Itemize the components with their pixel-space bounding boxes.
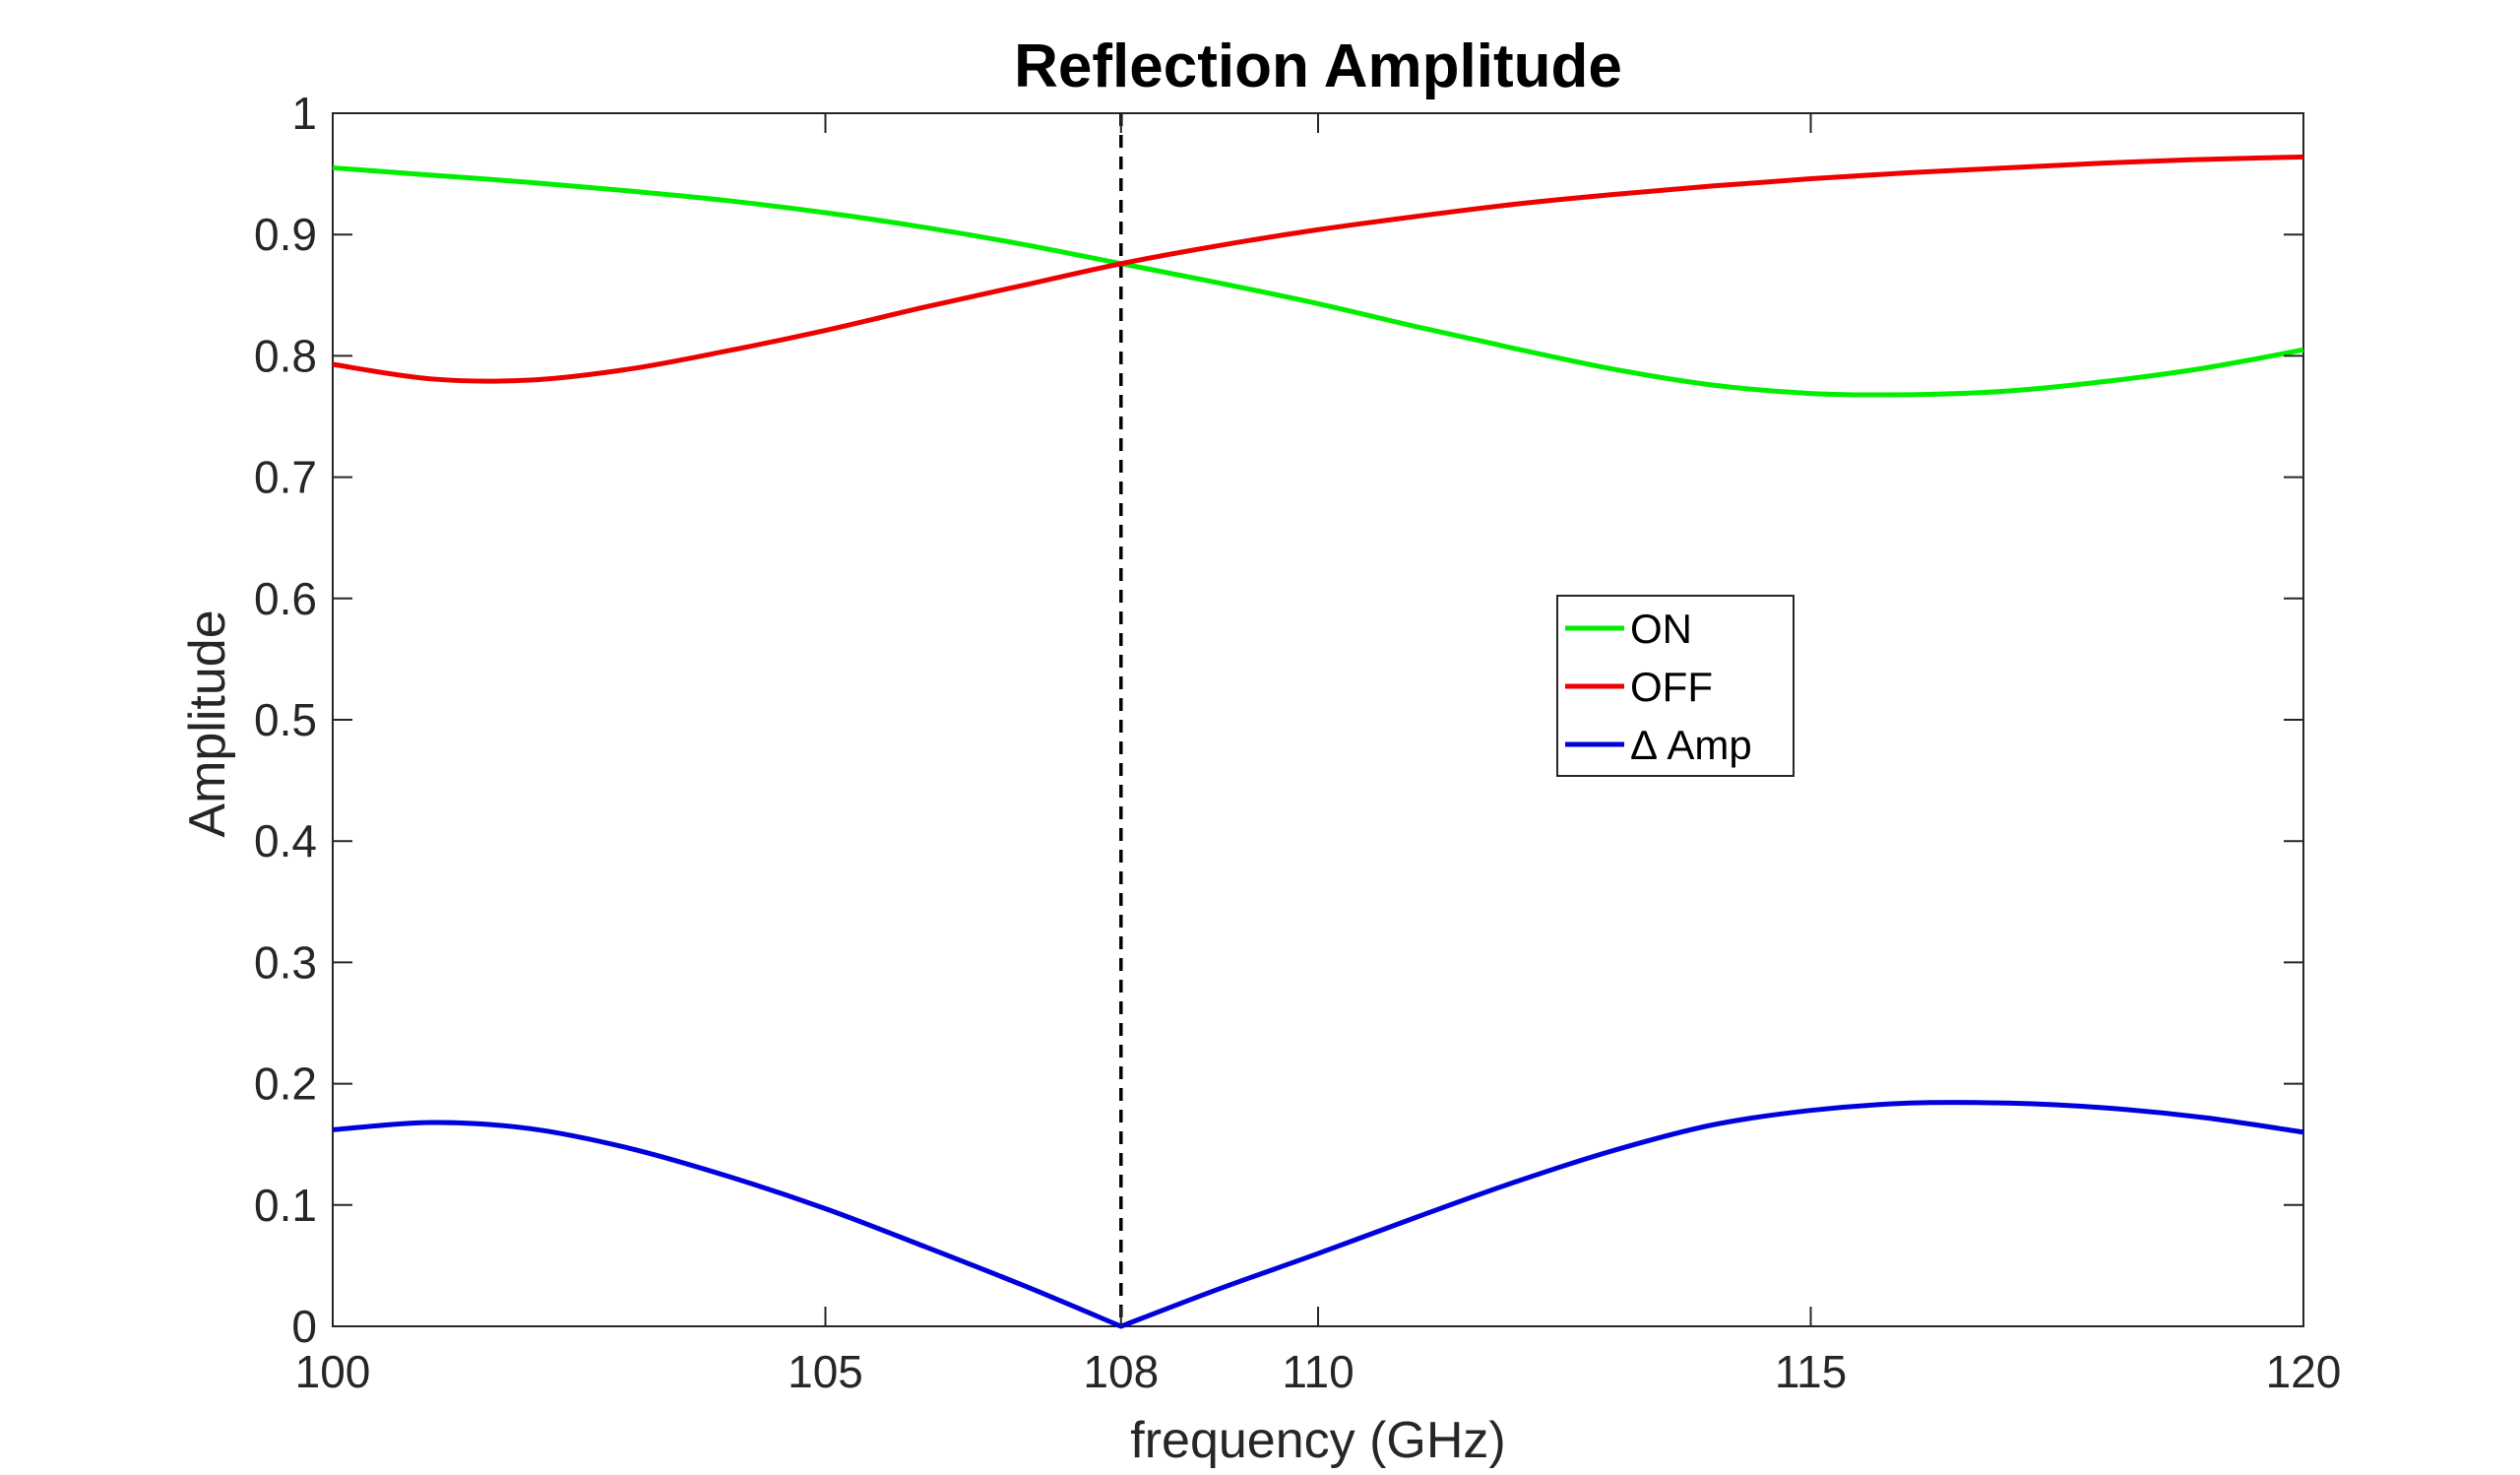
y-axis-label: Amplitude [179,609,236,837]
chart-title: Reflection Amplitude [1014,32,1622,100]
series-line-2 [332,154,2304,384]
x-tick-label: 105 [788,1346,863,1397]
y-tick-label: 0 [291,1301,317,1352]
legend-entry: Δ Amp [1630,722,1752,768]
x-tick-label: 108 [1083,1346,1159,1397]
legend-entry: OFF [1630,664,1713,710]
chart-marks [332,113,2304,1329]
x-tick-label: 110 [1282,1346,1354,1397]
x-tick-label: 120 [2266,1346,2342,1397]
y-tick-label: 0.5 [254,694,317,745]
series-line-3 [332,1100,2304,1329]
y-tick-label: 0.4 [254,815,317,866]
y-tick-label: 0.8 [254,330,317,381]
x-tick-label: 115 [1775,1346,1847,1397]
y-tick-label: 0.7 [254,452,317,503]
legend: ON OFF Δ Amp [1556,595,1795,777]
axis-ticks: 0 0.1 0.2 0.3 0.4 0.5 0.6 0.7 0.8 0.9 1 100 105 108 11… [254,88,2341,1397]
y-tick-label: 0.2 [254,1058,317,1110]
y-tick-label: 1 [291,88,317,139]
legend-entry: ON [1630,606,1692,652]
y-tick-label: 0.3 [254,936,317,988]
y-tick-label: 0.6 [254,573,317,624]
axes-box [332,112,2304,1327]
plot-area [332,112,2304,1327]
x-axis-label: frequency (GHz) [1130,1412,1505,1469]
y-tick-label: 0.9 [254,209,317,260]
x-tick-label: 100 [295,1346,371,1397]
series-line-1 [332,164,2304,398]
y-tick-label: 0.1 [254,1180,317,1231]
